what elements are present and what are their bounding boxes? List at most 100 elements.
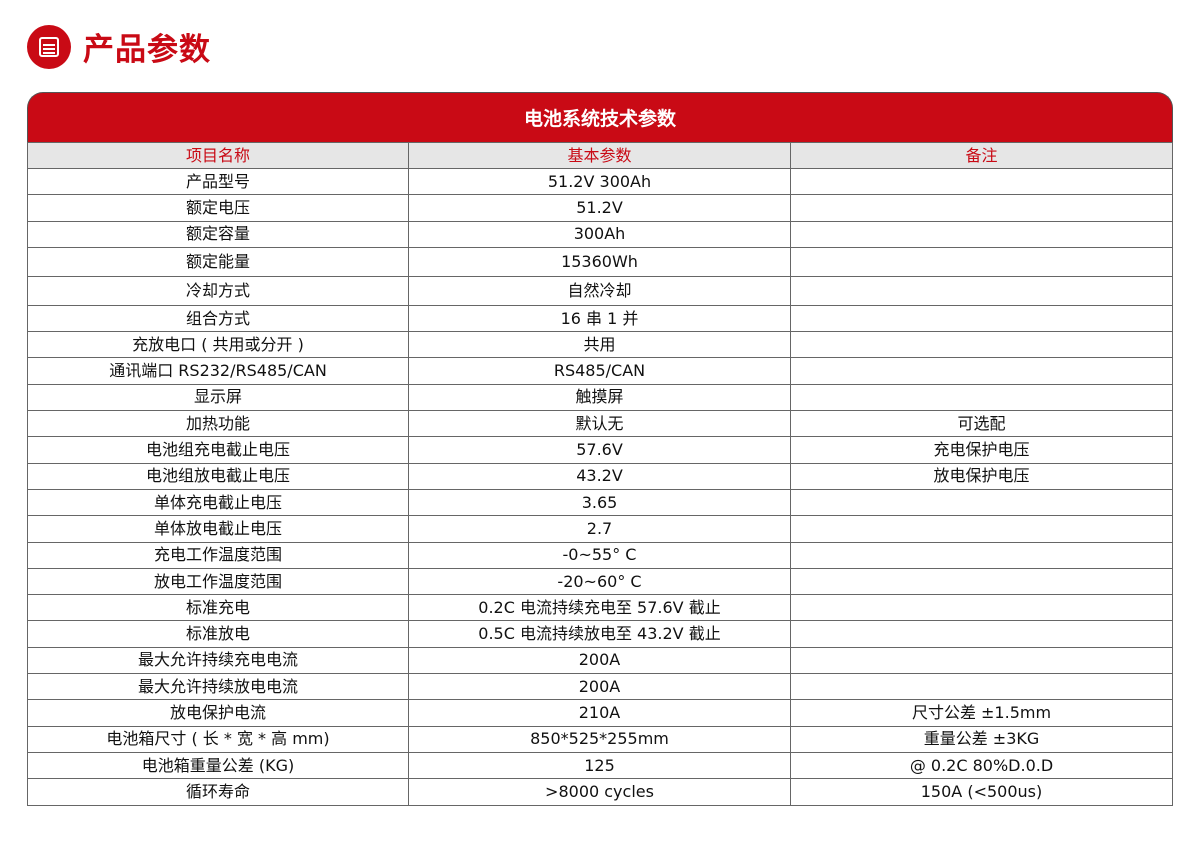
cell-item-name: 额定电压 (27, 194, 409, 222)
cell-basic-param: 125 (408, 751, 791, 780)
cell-basic-param: 默认无 (408, 410, 791, 438)
cell-remark (790, 515, 1173, 543)
spec-table: 电池系统技术参数 项目名称 基本参数 备注 产品型号 51.2V 300Ah 额定电… (27, 92, 1173, 806)
cell-basic-param: 51.2V 300Ah (408, 167, 791, 196)
cell-item-name: 电池组放电截止电压 (27, 462, 409, 490)
cell-basic-param: RS485/CAN (408, 357, 791, 385)
cell-item-name: 额定容量 (27, 220, 409, 248)
cell-basic-param: 15360Wh (408, 246, 791, 277)
cell-remark (790, 304, 1173, 333)
cell-remark: 尺寸公差 ±1.5mm (790, 699, 1173, 727)
cell-item-name: 电池箱尺寸 ( 长 * 宽 * 高 mm) (27, 725, 409, 753)
cell-remark (790, 673, 1173, 701)
cell-item-name: 最大允许持续放电电流 (27, 673, 409, 701)
cell-basic-param: >8000 cycles (408, 778, 791, 806)
cell-remark (790, 331, 1173, 359)
cell-remark (790, 488, 1173, 517)
table-row: 充电工作温度范围 -0~55° C (27, 541, 1173, 569)
cell-remark (790, 357, 1173, 385)
table-row: 额定能量 15360Wh (27, 246, 1173, 277)
cell-remark (790, 620, 1173, 648)
table-row: 额定电压 51.2V (27, 194, 1173, 222)
cell-basic-param: 300Ah (408, 220, 791, 248)
cell-basic-param: 51.2V (408, 194, 791, 222)
cell-basic-param: 0.2C 电流持续充电至 57.6V 截止 (408, 594, 791, 622)
table-row: 组合方式 16 串 1 并 (27, 304, 1173, 333)
cell-basic-param: 自然冷却 (408, 275, 791, 306)
cell-item-name: 放电工作温度范围 (27, 567, 409, 596)
table-row: 单体充电截止电压 3.65 (27, 488, 1173, 517)
cell-item-name: 单体充电截止电压 (27, 488, 409, 517)
cell-remark (790, 194, 1173, 222)
cell-remark: 重量公差 ±3KG (790, 725, 1173, 753)
table-row: 额定容量 300Ah (27, 220, 1173, 248)
table-row: 放电保护电流 210A 尺寸公差 ±1.5mm (27, 699, 1173, 727)
table-row: 循环寿命 >8000 cycles 150A (<500us) (27, 778, 1173, 806)
table-row: 标准充电 0.2C 电流持续充电至 57.6V 截止 (27, 594, 1173, 622)
table-row: 产品型号 51.2V 300Ah (27, 167, 1173, 196)
cell-item-name: 电池箱重量公差 (KG) (27, 751, 409, 780)
table-header-row: 项目名称 基本参数 备注 (27, 142, 1173, 169)
cell-remark (790, 541, 1173, 569)
cell-item-name: 标准放电 (27, 620, 409, 648)
table-row: 加热功能 默认无 可选配 (27, 410, 1173, 438)
table-row: 电池箱尺寸 ( 长 * 宽 * 高 mm) 850*525*255mm 重量公差 ±… (27, 725, 1173, 753)
table-row: 标准放电 0.5C 电流持续放电至 43.2V 截止 (27, 620, 1173, 648)
cell-item-name: 额定能量 (27, 246, 409, 277)
cell-basic-param: 2.7 (408, 515, 791, 543)
cell-item-name: 通讯端口 RS232/RS485/CAN (27, 357, 409, 385)
cell-item-name: 加热功能 (27, 410, 409, 438)
cell-item-name: 组合方式 (27, 304, 409, 333)
cell-basic-param: 57.6V (408, 436, 791, 464)
cell-basic-param: 3.65 (408, 488, 791, 517)
table-row: 电池组充电截止电压 57.6V 充电保护电压 (27, 436, 1173, 464)
cell-item-name: 冷却方式 (27, 275, 409, 306)
cell-basic-param: 200A (408, 673, 791, 701)
page-header: 产品参数 (27, 24, 211, 69)
cell-item-name: 单体放电截止电压 (27, 515, 409, 543)
cell-remark: 150A (<500us) (790, 778, 1173, 806)
table-row: 最大允许持续充电电流 200A (27, 646, 1173, 675)
table-row: 电池组放电截止电压 43.2V 放电保护电压 (27, 462, 1173, 490)
document-list-icon (27, 24, 71, 69)
cell-basic-param: 210A (408, 699, 791, 727)
cell-item-name: 最大允许持续充电电流 (27, 646, 409, 675)
cell-basic-param: 触摸屏 (408, 383, 791, 412)
table-row: 显示屏 触摸屏 (27, 383, 1173, 412)
cell-basic-param: 43.2V (408, 462, 791, 490)
cell-item-name: 电池组充电截止电压 (27, 436, 409, 464)
header-basic-params: 基本参数 (408, 142, 791, 169)
header-remarks: 备注 (790, 142, 1173, 169)
cell-item-name: 标准充电 (27, 594, 409, 622)
cell-basic-param: -0~55° C (408, 541, 791, 569)
cell-remark: 充电保护电压 (790, 436, 1173, 464)
table-row: 通讯端口 RS232/RS485/CAN RS485/CAN (27, 357, 1173, 385)
cell-remark (790, 220, 1173, 248)
cell-basic-param: 200A (408, 646, 791, 675)
cell-item-name: 产品型号 (27, 167, 409, 196)
cell-item-name: 显示屏 (27, 383, 409, 412)
header-item-name: 项目名称 (27, 142, 409, 169)
table-row: 冷却方式 自然冷却 (27, 275, 1173, 306)
cell-basic-param: 16 串 1 并 (408, 304, 791, 333)
cell-remark (790, 167, 1173, 196)
table-caption: 电池系统技术参数 (27, 92, 1173, 142)
cell-remark (790, 246, 1173, 277)
cell-remark: 放电保护电压 (790, 462, 1173, 490)
table-row: 充放电口 ( 共用或分开 ) 共用 (27, 331, 1173, 359)
table-row: 最大允许持续放电电流 200A (27, 673, 1173, 701)
cell-item-name: 充放电口 ( 共用或分开 ) (27, 331, 409, 359)
cell-basic-param: -20~60° C (408, 567, 791, 596)
cell-item-name: 充电工作温度范围 (27, 541, 409, 569)
cell-item-name: 循环寿命 (27, 778, 409, 806)
cell-remark (790, 383, 1173, 412)
table-row: 电池箱重量公差 (KG) 125 @ 0.2C 80%D.0.D (27, 751, 1173, 780)
cell-item-name: 放电保护电流 (27, 699, 409, 727)
cell-remark (790, 567, 1173, 596)
cell-remark (790, 275, 1173, 306)
cell-basic-param: 0.5C 电流持续放电至 43.2V 截止 (408, 620, 791, 648)
cell-remark: 可选配 (790, 410, 1173, 438)
table-row: 放电工作温度范围 -20~60° C (27, 567, 1173, 596)
cell-remark: @ 0.2C 80%D.0.D (790, 751, 1173, 780)
cell-basic-param: 850*525*255mm (408, 725, 791, 753)
